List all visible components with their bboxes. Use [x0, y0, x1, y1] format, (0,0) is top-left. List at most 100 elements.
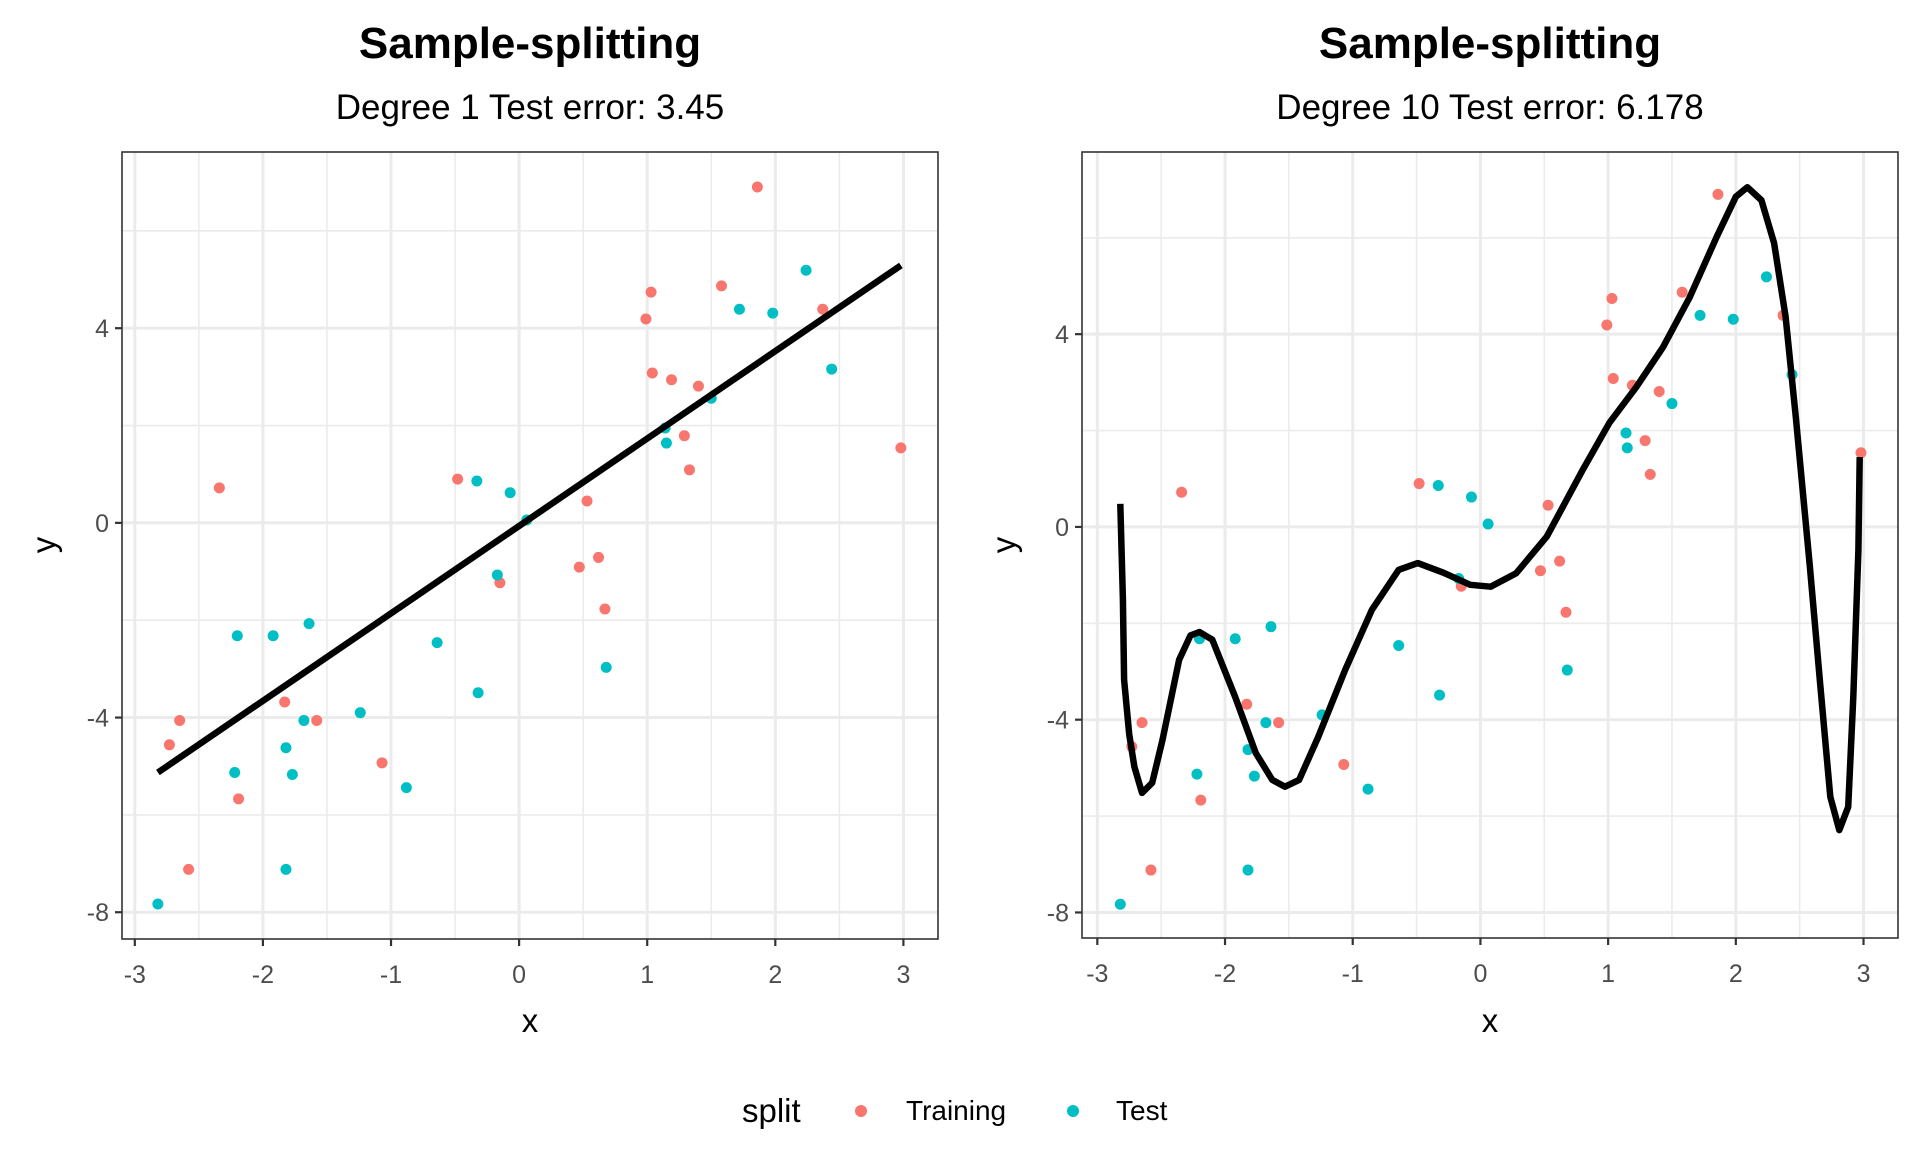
- point-training: [716, 280, 728, 292]
- x-axis: -3 -2 -1 0 1 2 3: [1086, 938, 1870, 988]
- y-tick-label: 0: [95, 510, 109, 538]
- point-test: [280, 863, 292, 875]
- point-test: [267, 630, 279, 642]
- x-tick-label: -3: [1086, 960, 1108, 988]
- point-training: [1639, 435, 1651, 447]
- x-tick-label: -2: [252, 961, 274, 989]
- point-test: [660, 437, 672, 449]
- point-test: [504, 487, 516, 499]
- point-training: [1554, 555, 1566, 567]
- point-training: [666, 374, 678, 386]
- x-tick-label: 2: [1729, 960, 1743, 988]
- point-training: [646, 367, 658, 379]
- legend-label-training: Training: [906, 1095, 1006, 1126]
- point-test: [800, 264, 812, 276]
- point-training: [163, 739, 175, 751]
- point-training: [233, 793, 245, 805]
- point-training: [279, 696, 291, 708]
- point-training: [1855, 447, 1867, 459]
- point-training: [581, 495, 593, 507]
- fit-layer: [1117, 183, 1863, 834]
- point-training: [1601, 319, 1613, 331]
- point-training: [895, 442, 907, 454]
- grid: [1082, 152, 1898, 938]
- panel-background: [122, 152, 938, 939]
- point-test: [1482, 518, 1494, 530]
- point-test: [1666, 398, 1678, 410]
- y-tick-label: -8: [1047, 899, 1069, 927]
- point-test: [1242, 864, 1254, 876]
- point-training: [1534, 565, 1546, 577]
- point-training: [1607, 372, 1619, 384]
- fit-line: [1117, 183, 1863, 834]
- legend-key-test: [1067, 1105, 1079, 1117]
- point-test: [1760, 271, 1772, 283]
- x-tick-label: -3: [124, 961, 146, 989]
- x-tick-label: 1: [640, 961, 654, 989]
- y-tick-label: 0: [1055, 514, 1069, 542]
- legend-key-training: [855, 1105, 867, 1117]
- x-axis: -3 -2 -1 0 1 2 3: [124, 939, 910, 989]
- point-training: [1560, 606, 1572, 618]
- point-test: [1561, 664, 1573, 676]
- point-training: [183, 863, 195, 875]
- point-test: [1694, 309, 1706, 321]
- point-test: [1362, 783, 1374, 795]
- y-axis-title: y: [25, 536, 62, 553]
- panel-subtitle: Degree 1 Test error: 3.45: [336, 88, 724, 127]
- y-axis-title: y: [985, 536, 1022, 553]
- fit-layer: [156, 262, 903, 776]
- y-tick-label: -8: [87, 899, 109, 927]
- point-test: [229, 767, 241, 779]
- y-tick-label: -4: [1047, 707, 1069, 735]
- point-training: [1542, 499, 1554, 511]
- panel-title: Sample-splitting: [1319, 19, 1661, 68]
- point-training: [1606, 293, 1618, 305]
- point-test: [303, 618, 315, 630]
- legend-label-test: Test: [1116, 1095, 1168, 1126]
- x-tick-label: 2: [768, 961, 782, 989]
- point-training: [593, 551, 605, 563]
- x-axis-title: x: [522, 1002, 539, 1039]
- x-tick-label: -1: [1342, 960, 1364, 988]
- y-tick-label: 4: [1055, 321, 1069, 349]
- point-training: [1644, 468, 1656, 480]
- point-test: [400, 782, 412, 794]
- point-test: [1229, 633, 1241, 645]
- x-tick-label: 0: [1473, 960, 1487, 988]
- y-tick-label: 4: [95, 315, 109, 343]
- point-training: [678, 430, 690, 442]
- x-tick-label: -2: [1214, 960, 1236, 988]
- point-training: [573, 561, 585, 573]
- point-test: [1465, 491, 1477, 503]
- point-test: [1114, 898, 1126, 910]
- point-test: [600, 661, 612, 673]
- panel-border: [121, 151, 939, 940]
- point-training: [1136, 717, 1148, 729]
- point-training: [1338, 759, 1350, 771]
- panel-degree-10: Sample-splitting Degree 10 Test error: 6…: [985, 19, 1899, 1039]
- point-test: [1621, 442, 1633, 454]
- panel-title: Sample-splitting: [359, 19, 701, 68]
- point-training: [1195, 794, 1207, 806]
- panel-degree-1: Sample-splitting Degree 1 Test error: 3.…: [25, 19, 939, 1039]
- point-training: [645, 286, 657, 298]
- grid: [122, 152, 938, 939]
- point-training: [1176, 486, 1188, 498]
- fit-line: [156, 262, 903, 776]
- point-test: [1265, 621, 1277, 633]
- point-test: [826, 363, 838, 375]
- point-test: [298, 714, 310, 726]
- point-test: [286, 768, 298, 780]
- point-training: [1273, 717, 1285, 729]
- point-test: [1248, 770, 1260, 782]
- point-test: [1727, 313, 1739, 325]
- point-test: [1432, 479, 1444, 491]
- legend-title: split: [742, 1092, 801, 1129]
- point-training: [1145, 864, 1157, 876]
- point-test: [733, 303, 745, 315]
- point-training: [213, 482, 225, 494]
- point-training: [683, 464, 695, 476]
- point-training: [1241, 698, 1253, 710]
- y-axis: -8 -4 0 4: [87, 315, 122, 927]
